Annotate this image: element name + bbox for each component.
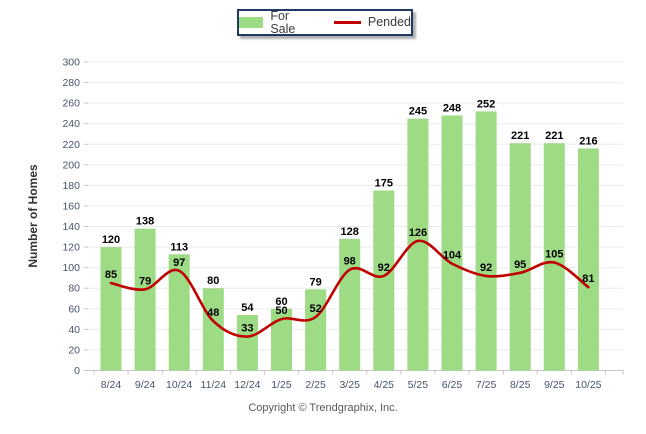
x-tick-label: 3/25	[339, 379, 360, 391]
bar-value-label: 221	[545, 130, 563, 142]
x-tick-label: 10/25	[575, 379, 601, 391]
pended-line	[109, 239, 590, 338]
line-value-label: 105	[545, 249, 563, 261]
bar-for-sale	[100, 247, 122, 371]
bar-for-sale	[134, 228, 156, 371]
x-tick-label: 6/25	[442, 379, 463, 391]
y-tick-label: 180	[62, 180, 80, 192]
y-tick-label: 40	[68, 324, 80, 336]
bar-for-sale	[441, 115, 463, 371]
y-tick-label: 160	[62, 201, 80, 213]
bar-for-sale	[543, 143, 565, 371]
y-tick-label: 0	[74, 365, 80, 377]
bar-for-sale	[475, 111, 497, 371]
bar-for-sale	[339, 238, 361, 371]
y-tick-label: 300	[62, 57, 80, 69]
bar-for-sale	[271, 308, 292, 371]
x-tick-label: 4/25	[374, 379, 395, 391]
copyright-text: Copyright © Trendgraphix, Inc.	[248, 402, 398, 414]
bar-value-label: 60	[275, 296, 287, 308]
x-tick-label: 12/24	[234, 379, 260, 391]
x-tick-label: 9/25	[544, 379, 565, 391]
x-tick-label: 5/25	[408, 379, 429, 391]
x-tick-label: 11/24	[201, 379, 227, 391]
bar-for-sale	[509, 143, 531, 371]
legend-label-pended: Pended	[367, 15, 411, 30]
line-value-label: 98	[344, 256, 356, 268]
line-value-label: 81	[582, 273, 594, 285]
y-tick-label: 260	[62, 98, 80, 110]
bar-value-label: 221	[511, 130, 529, 142]
y-axis-title: Number of Homes	[26, 164, 40, 268]
bar-value-label: 54	[241, 302, 254, 314]
bar-value-label: 252	[477, 98, 495, 110]
x-tick-label: 1/25	[271, 379, 292, 391]
bar-value-label: 120	[102, 234, 120, 246]
for-sale-swatch	[239, 17, 264, 28]
bar-for-sale	[305, 289, 327, 371]
x-tick-label: 8/24	[101, 379, 122, 391]
line-value-label: 79	[139, 275, 151, 287]
bar-value-label: 138	[136, 216, 154, 228]
bar-value-label: 248	[443, 103, 461, 115]
line-value-label: 104	[443, 250, 462, 262]
bar-value-label: 113	[170, 241, 188, 253]
bar-for-sale	[577, 148, 599, 371]
bar-value-label: 128	[341, 226, 359, 238]
y-tick-label: 60	[68, 303, 80, 315]
x-tick-label: 8/25	[510, 379, 531, 391]
bar-for-sale	[168, 254, 190, 371]
legend: For Sale Pended	[237, 9, 413, 36]
legend-label-for-sale: For Sale	[270, 9, 296, 36]
y-tick-label: 220	[62, 139, 80, 151]
x-tick-label: 2/25	[305, 379, 326, 391]
bar-value-label: 79	[309, 276, 321, 288]
bar-for-sale	[202, 288, 224, 371]
y-tick-label: 240	[62, 118, 80, 130]
bar-value-label: 245	[409, 106, 427, 118]
bar-value-label: 216	[579, 135, 597, 147]
line-value-label: 33	[241, 323, 253, 335]
x-tick-label: 7/25	[476, 379, 497, 391]
y-tick-label: 280	[62, 77, 80, 89]
line-value-label: 52	[309, 303, 321, 315]
y-tick-label: 20	[68, 344, 80, 356]
line-value-label: 97	[173, 257, 185, 269]
line-value-label: 85	[105, 269, 117, 281]
bar-value-label: 80	[207, 275, 219, 287]
y-tick-label: 120	[62, 242, 80, 254]
line-value-label: 95	[514, 259, 526, 271]
bar-value-label: 175	[375, 178, 393, 190]
x-tick-label: 10/24	[166, 379, 192, 391]
pended-line-swatch	[333, 21, 361, 24]
y-tick-label: 200	[62, 159, 80, 171]
bar-for-sale	[407, 118, 429, 371]
line-value-label: 126	[409, 227, 427, 239]
x-tick-label: 9/24	[135, 379, 156, 391]
line-value-label: 92	[378, 262, 390, 274]
line-value-label: 92	[480, 262, 492, 274]
bar-for-sale	[236, 315, 258, 371]
y-tick-label: 140	[62, 221, 80, 233]
y-tick-label: 100	[62, 262, 80, 274]
y-tick-label: 80	[68, 283, 80, 295]
line-value-label: 48	[207, 307, 219, 319]
line-value-label: 50	[275, 305, 287, 317]
bar-for-sale	[373, 190, 395, 371]
